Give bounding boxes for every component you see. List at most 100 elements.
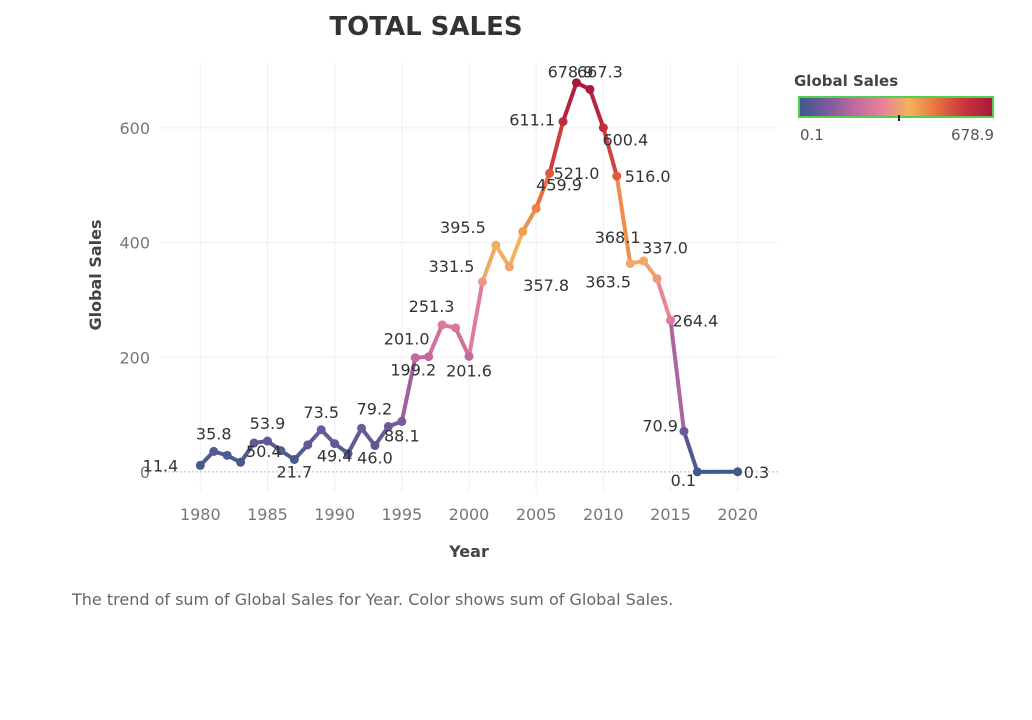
data-label: 600.4	[602, 131, 648, 150]
data-point[interactable]	[692, 467, 702, 477]
data-point[interactable]	[625, 259, 635, 269]
data-label: 201.6	[446, 361, 492, 380]
data-label: 11.4	[143, 456, 179, 475]
data-point[interactable]	[437, 320, 447, 330]
data-label: 667.3	[577, 62, 623, 81]
line-segment	[426, 322, 445, 359]
x-tick-label: 2015	[650, 505, 691, 524]
data-label: 0.1	[671, 471, 696, 490]
data-label: 50.4	[246, 442, 282, 461]
data-point[interactable]	[262, 436, 272, 446]
x-axis-ticks: 1980 1985 1990 1995 2000 2005 2010 2015 2020	[180, 505, 758, 524]
data-label: 264.4	[673, 311, 719, 330]
data-point[interactable]	[612, 171, 622, 181]
line-segment	[534, 171, 552, 211]
legend-min-label: 0.1	[800, 126, 824, 144]
data-label: 21.7	[277, 462, 313, 481]
x-tick-label: 1990	[314, 505, 355, 524]
data-point[interactable]	[598, 123, 608, 133]
y-tick-label: 600	[119, 119, 150, 138]
x-tick-label: 2005	[516, 505, 557, 524]
data-point[interactable]	[518, 227, 528, 237]
x-tick-label: 2010	[583, 505, 624, 524]
data-point[interactable]	[303, 440, 313, 450]
line-segment	[681, 429, 700, 474]
data-point[interactable]	[410, 353, 420, 363]
data-label: 368.1	[595, 228, 641, 247]
data-point[interactable]	[357, 423, 367, 433]
data-point[interactable]	[504, 262, 514, 272]
data-point[interactable]	[571, 78, 581, 88]
data-point[interactable]	[236, 457, 246, 467]
data-labels: 11.4 35.8 50.4 53.9 21.7 73.5 49.4 46.0 79.2 88.1…	[143, 62, 769, 490]
data-label: 357.8	[523, 276, 569, 295]
data-point[interactable]	[451, 323, 461, 333]
data-label: 395.5	[440, 218, 486, 237]
data-point[interactable]	[464, 351, 474, 361]
data-point[interactable]	[652, 274, 662, 284]
data-point[interactable]	[679, 426, 689, 436]
data-label: 70.9	[642, 416, 678, 435]
line-segment	[346, 426, 364, 456]
data-point[interactable]	[397, 416, 407, 426]
data-label: 88.1	[384, 426, 420, 445]
data-point[interactable]	[195, 460, 205, 470]
line-segment	[480, 243, 498, 284]
x-tick-label: 2020	[717, 505, 758, 524]
data-point[interactable]	[639, 256, 649, 266]
legend-slider-handle[interactable]	[898, 115, 900, 121]
data-label: 201.0	[384, 330, 430, 349]
data-point[interactable]	[209, 446, 219, 456]
data-label: 49.4	[317, 447, 353, 466]
data-label: 199.2	[390, 361, 436, 380]
data-point[interactable]	[424, 352, 434, 362]
legend-title: Global Sales	[794, 72, 899, 90]
x-axis-label: Year	[448, 542, 489, 561]
line-segment	[507, 229, 525, 269]
line-segment	[587, 87, 606, 130]
data-point[interactable]	[491, 240, 501, 250]
data-label: 337.0	[642, 239, 688, 258]
data-label: 35.8	[196, 424, 232, 443]
data-point[interactable]	[733, 467, 743, 477]
data-point[interactable]	[343, 448, 353, 458]
series-points	[195, 78, 743, 477]
data-point[interactable]	[276, 446, 286, 456]
data-point[interactable]	[477, 277, 487, 287]
data-label: 521.0	[554, 164, 600, 183]
data-point[interactable]	[249, 438, 259, 448]
data-point[interactable]	[558, 117, 568, 127]
line-segment	[547, 119, 566, 176]
data-point[interactable]	[531, 203, 541, 213]
x-tick-label: 1980	[180, 505, 221, 524]
data-point[interactable]	[289, 454, 299, 464]
line-segment	[601, 125, 619, 179]
gridlines	[160, 62, 778, 492]
data-label: 53.9	[250, 414, 286, 433]
data-label: 46.0	[357, 449, 393, 468]
data-label: 79.2	[357, 400, 393, 419]
legend-color-bar[interactable]	[798, 96, 994, 118]
line-segment	[561, 80, 579, 124]
data-point[interactable]	[370, 441, 380, 451]
line-segment	[668, 318, 686, 434]
line-segment	[655, 276, 673, 323]
data-point[interactable]	[222, 450, 232, 460]
chart-caption: The trend of sum of Global Sales for Yea…	[72, 590, 674, 609]
x-tick-label: 2000	[449, 505, 490, 524]
line-segment	[614, 174, 633, 266]
data-point[interactable]	[330, 439, 340, 449]
data-point[interactable]	[316, 425, 326, 435]
data-label: 678.9	[548, 63, 594, 82]
data-point[interactable]	[383, 422, 393, 432]
data-label: 73.5	[303, 403, 339, 422]
y-tick-label: 400	[119, 234, 150, 253]
line-segment	[467, 279, 485, 359]
chart-title: TOTAL SALES	[329, 12, 523, 42]
data-point[interactable]	[545, 168, 555, 178]
data-label: 459.9	[536, 175, 582, 194]
line-segment	[399, 355, 418, 424]
data-point[interactable]	[666, 315, 676, 325]
data-point[interactable]	[585, 84, 595, 94]
y-tick-label: 0	[140, 463, 150, 482]
